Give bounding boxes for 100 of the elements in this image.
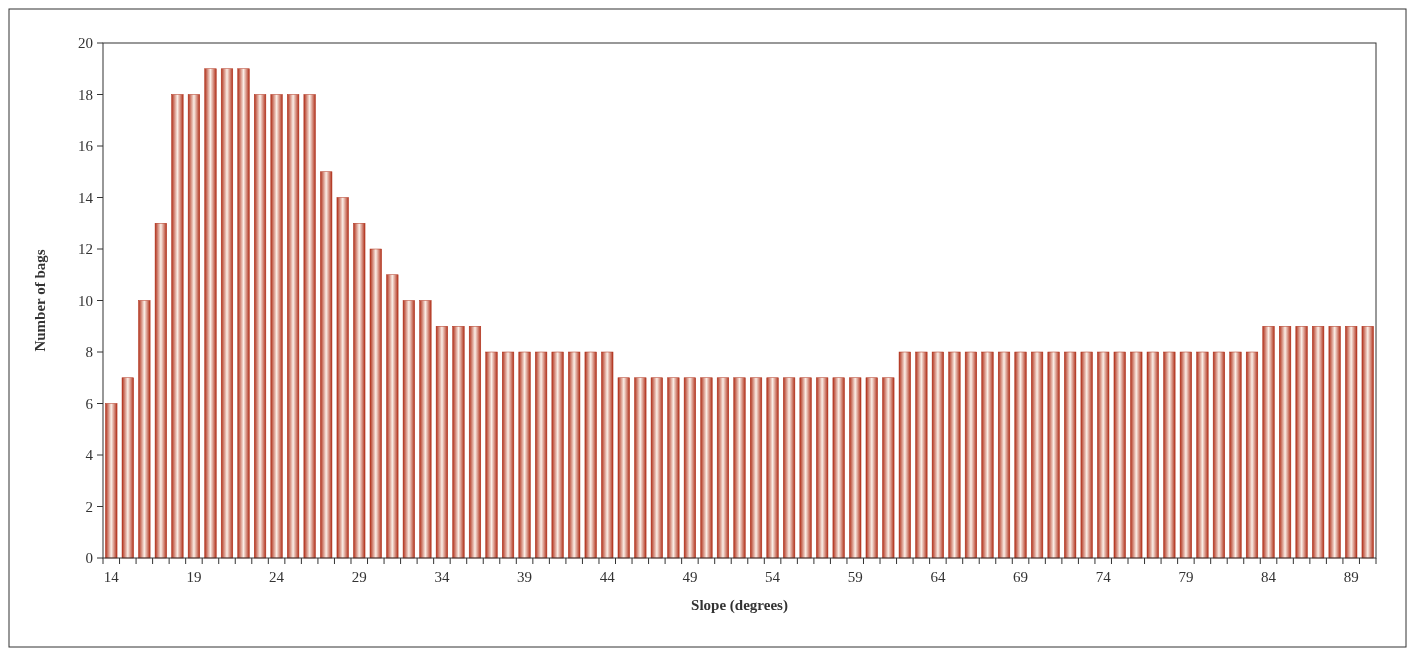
x-tick-label: 74 (1095, 569, 1112, 585)
y-tick-label: 16 (78, 138, 94, 155)
bar (254, 94, 267, 559)
x-tick-label: 69 (1013, 569, 1029, 585)
bar (816, 377, 829, 559)
y-tick-label: 14 (78, 189, 94, 206)
x-tick-label: 44 (599, 569, 616, 585)
bar (997, 351, 1011, 559)
bar (386, 274, 399, 559)
bar (1295, 326, 1308, 559)
bar (121, 377, 134, 559)
y-tick-label: 10 (78, 292, 93, 309)
y-tick-label: 4 (85, 447, 94, 464)
bar (435, 326, 448, 559)
bar (733, 377, 746, 559)
bar (138, 300, 151, 559)
bar (452, 326, 465, 559)
x-tick-label: 24 (269, 569, 285, 585)
bar (634, 377, 647, 559)
y-tick-label: 20 (78, 35, 93, 52)
bar (287, 94, 300, 559)
bar (551, 351, 564, 559)
bar (204, 68, 217, 559)
bar (1262, 326, 1275, 559)
x-tick-label: 14 (103, 569, 120, 585)
bar (1130, 351, 1143, 559)
bar (882, 377, 895, 559)
bar (1245, 351, 1259, 559)
bar (171, 94, 184, 559)
bar (1097, 351, 1110, 559)
bar (865, 377, 878, 559)
bar (270, 94, 283, 559)
bar (402, 300, 415, 559)
bar (1113, 351, 1126, 559)
bar (964, 351, 977, 559)
x-tick-label: 29 (351, 569, 367, 585)
bar (716, 377, 729, 559)
bar (832, 377, 845, 559)
bar (154, 223, 167, 559)
y-tick-label: 0 (85, 550, 93, 567)
bar (667, 377, 680, 559)
bar (799, 377, 812, 559)
x-tick-label: 79 (1178, 569, 1194, 585)
bar (105, 403, 118, 559)
bar (617, 377, 630, 559)
bar (336, 197, 349, 559)
bar (320, 171, 333, 559)
bar (1163, 351, 1176, 559)
bar (783, 377, 796, 559)
bar (1345, 326, 1358, 559)
bar (187, 94, 200, 559)
bar (1196, 351, 1209, 559)
x-tick-label: 34 (434, 569, 450, 585)
bar (1179, 351, 1192, 559)
bar (849, 377, 862, 559)
x-tick-label: 84 (1261, 569, 1277, 585)
bar (419, 300, 432, 559)
bar (353, 223, 366, 559)
bar (1279, 326, 1292, 559)
bar (502, 351, 515, 559)
y-tick-label: 2 (85, 498, 93, 515)
bar (1047, 351, 1060, 559)
bar (1212, 351, 1225, 559)
x-tick-label: 59 (847, 569, 863, 585)
y-tick-label: 12 (78, 241, 93, 258)
bar (898, 351, 911, 559)
bar (766, 377, 779, 559)
x-tick-label: 54 (765, 569, 781, 585)
y-axis-title: Number of bags (32, 249, 48, 352)
bar (1080, 351, 1093, 559)
bar (650, 377, 663, 559)
bar (220, 68, 234, 559)
bar (584, 351, 597, 559)
bar (1064, 351, 1077, 559)
y-tick-label: 18 (78, 86, 93, 103)
x-tick-label: 49 (682, 569, 698, 585)
bar (601, 351, 614, 559)
bar (303, 94, 316, 559)
bar (915, 351, 928, 559)
bar (1312, 326, 1325, 559)
y-tick-label: 6 (85, 395, 94, 412)
bar (535, 351, 548, 559)
bar (1031, 351, 1044, 559)
bar (1146, 351, 1159, 559)
bar (1361, 326, 1374, 559)
x-tick-label: 89 (1343, 569, 1359, 585)
bar (700, 377, 713, 559)
bar (981, 351, 994, 559)
bar (948, 351, 961, 559)
bar (750, 377, 763, 559)
x-tick-label: 64 (930, 569, 946, 585)
bar (518, 351, 531, 559)
bar (1229, 351, 1242, 559)
bar (468, 326, 482, 559)
bar (237, 68, 250, 559)
bar (1014, 351, 1027, 559)
y-tick-label: 8 (85, 344, 93, 361)
x-tick-label: 19 (186, 569, 202, 585)
bar (568, 351, 581, 559)
bar (683, 377, 696, 559)
